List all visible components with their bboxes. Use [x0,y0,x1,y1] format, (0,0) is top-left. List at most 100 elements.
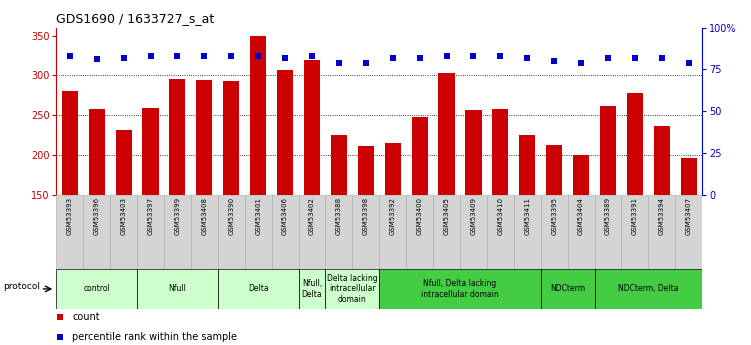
Bar [514,195,541,269]
Text: Nfull: Nfull [168,284,186,294]
Bar [325,269,379,309]
Bar [541,269,595,309]
Bar [116,130,131,195]
Bar [299,269,325,309]
Text: GSM53409: GSM53409 [470,197,476,235]
Text: GSM53404: GSM53404 [578,197,584,235]
Text: GSM53389: GSM53389 [605,197,611,235]
Bar [568,195,595,269]
Bar [600,107,616,195]
Text: control: control [83,284,110,294]
Bar [493,109,508,195]
Bar [433,195,460,269]
Point [414,55,426,60]
Bar [541,195,568,269]
Bar [379,195,406,269]
Bar [143,108,158,195]
Bar [675,195,702,269]
Point [91,57,103,62]
Point [225,53,237,59]
Bar [245,195,272,269]
Bar [487,195,514,269]
Text: GSM53393: GSM53393 [67,197,73,235]
Bar [385,143,401,195]
Bar [546,145,562,195]
Text: GSM53396: GSM53396 [94,197,100,235]
Point [279,55,291,60]
Bar [352,195,379,269]
Bar [595,195,622,269]
Text: GSM53391: GSM53391 [632,197,638,235]
Bar [573,155,589,195]
Bar [83,195,110,269]
Bar [137,195,164,269]
Bar [439,73,454,195]
Point [64,53,76,59]
Bar [519,135,535,195]
Text: Nfull, Delta lacking
intracellular domain: Nfull, Delta lacking intracellular domai… [421,279,499,299]
Point [198,53,210,59]
Point [602,55,614,60]
Text: GSM53410: GSM53410 [497,197,503,235]
Bar [89,109,105,195]
Bar [191,195,218,269]
Text: Delta: Delta [248,284,268,294]
Bar [218,269,299,309]
Bar [250,36,266,195]
Text: GSM53408: GSM53408 [201,197,207,235]
Bar [196,80,213,195]
Text: GSM53402: GSM53402 [309,197,315,235]
Text: GSM53400: GSM53400 [417,197,423,235]
Point [683,60,695,66]
Point [575,60,587,66]
Text: GSM53399: GSM53399 [174,197,180,235]
Text: GSM53398: GSM53398 [363,197,369,235]
Text: GSM53395: GSM53395 [551,197,557,235]
Text: GSM53401: GSM53401 [255,197,261,235]
Text: GDS1690 / 1633727_s_at: GDS1690 / 1633727_s_at [56,12,215,25]
Text: GSM53403: GSM53403 [121,197,127,235]
Point [118,55,130,60]
Bar [330,135,347,195]
Bar [170,79,185,195]
Text: percentile rank within the sample: percentile rank within the sample [72,332,237,342]
Bar [325,195,352,269]
Bar [299,195,325,269]
Bar [272,195,299,269]
Point [494,53,506,59]
Text: protocol: protocol [3,283,40,292]
Bar [680,158,697,195]
Bar [218,195,245,269]
Text: GSM53388: GSM53388 [336,197,342,235]
Point [521,55,533,60]
Text: GSM53407: GSM53407 [686,197,692,235]
Bar [379,269,541,309]
Text: GSM53405: GSM53405 [444,197,450,235]
Bar [627,93,643,195]
Text: GSM53394: GSM53394 [659,197,665,235]
Text: count: count [72,312,100,322]
Point [53,314,65,319]
Point [387,55,399,60]
Point [441,53,453,59]
Text: GSM53397: GSM53397 [147,197,153,235]
Bar [137,269,218,309]
Bar [653,126,670,195]
Point [548,58,560,64]
Point [656,55,668,60]
Text: GSM53411: GSM53411 [524,197,530,235]
Point [360,60,372,66]
Bar [595,269,702,309]
Text: GSM53406: GSM53406 [282,197,288,235]
Text: NDCterm: NDCterm [550,284,585,294]
Point [306,53,318,59]
Bar [648,195,675,269]
Bar [412,117,428,195]
Point [629,55,641,60]
Point [53,334,65,340]
Text: NDCterm, Delta: NDCterm, Delta [618,284,679,294]
Point [171,53,183,59]
Bar [56,269,137,309]
Bar [406,195,433,269]
Bar [466,110,481,195]
